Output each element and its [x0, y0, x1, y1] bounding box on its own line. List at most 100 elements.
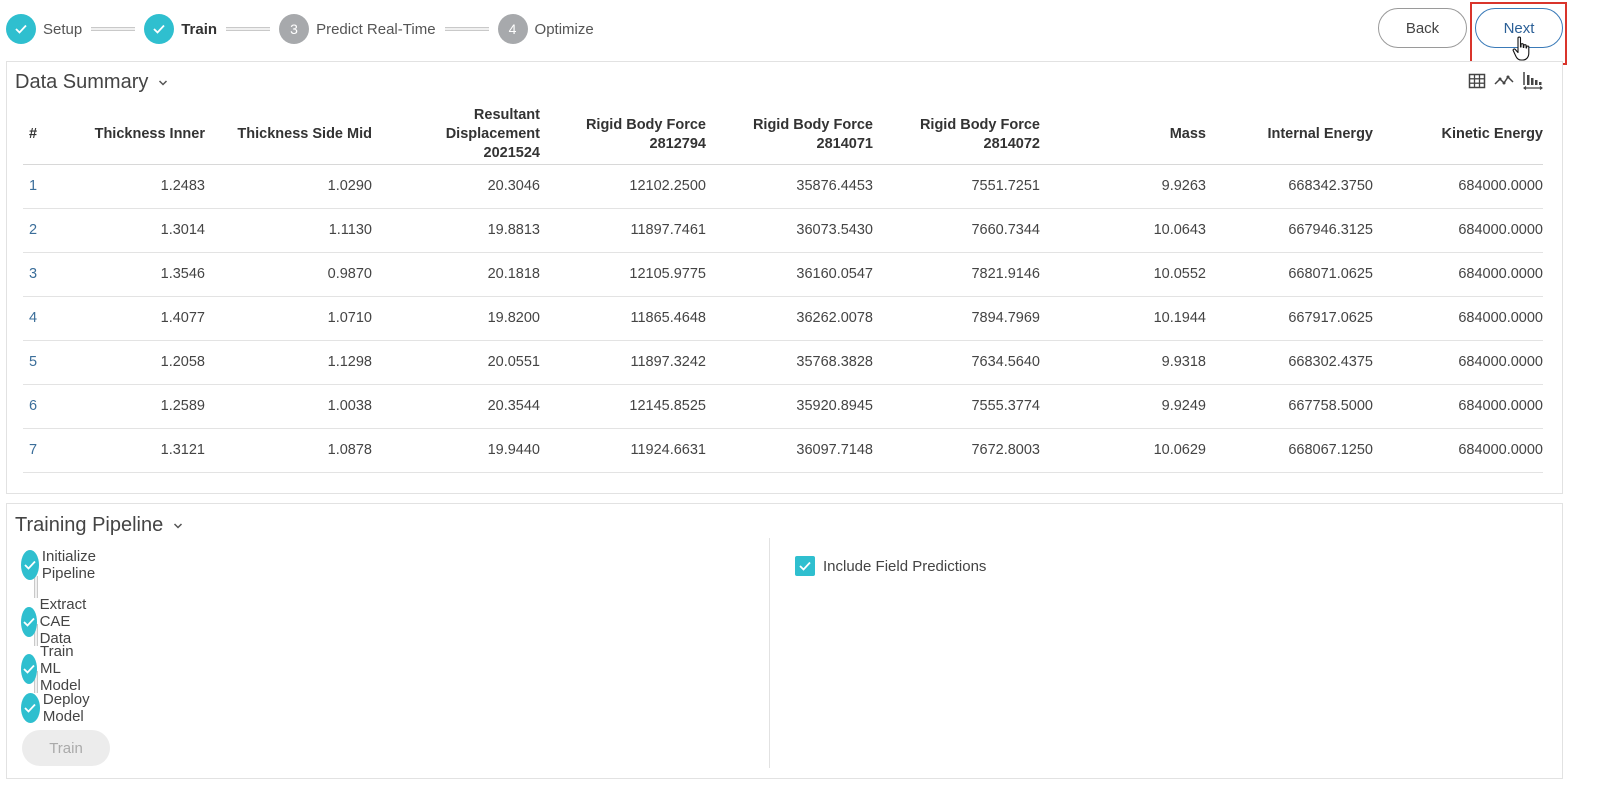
table-cell: 1.2589	[55, 384, 205, 429]
row-index-link[interactable]: 2	[23, 208, 55, 253]
pipeline-connector	[34, 624, 38, 646]
table-cell: 35920.8945	[706, 384, 873, 429]
pipeline-step: Train ML Model	[21, 643, 95, 694]
table-cell: 19.8200	[372, 296, 540, 341]
chevron-down-icon	[159, 79, 168, 86]
pipeline-step: Initialize Pipeline	[21, 548, 108, 582]
pipeline-step: Extract CAE Data	[21, 596, 101, 647]
table-cell: 667917.0625	[1206, 296, 1373, 341]
step-train[interactable]: Train	[144, 14, 217, 44]
table-cell: 20.3544	[372, 384, 540, 429]
view-toolbar	[1468, 71, 1544, 91]
step-label: Setup	[43, 20, 83, 38]
table-row[interactable]: 3 1.3546 0.9870 20.1818 12105.9775 36160.0547…	[23, 252, 1543, 297]
table-cell: 7634.5640	[873, 340, 1040, 385]
table-view-icon[interactable]	[1468, 72, 1486, 90]
table-row[interactable]: 7 1.3121 1.0878 19.9440 11924.6631 36097.7148…	[23, 428, 1543, 473]
row-index-link[interactable]: 7	[23, 428, 55, 473]
data-summary-header[interactable]: Data Summary	[15, 71, 168, 94]
pipeline-connector	[34, 671, 38, 693]
table-cell: 7672.8003	[873, 428, 1040, 473]
panel-title: Training Pipeline	[15, 514, 164, 536]
step-connector	[91, 27, 136, 31]
step-optimize[interactable]: 4 Optimize	[497, 14, 594, 44]
training-pipeline-header[interactable]: Training Pipeline	[15, 514, 183, 537]
table-row[interactable]: 5 1.2058 1.1298 20.0551 11897.3242 35768.3828…	[23, 340, 1543, 385]
panel-divider	[769, 538, 770, 768]
check-icon	[21, 653, 37, 684]
row-index-link[interactable]: 4	[23, 296, 55, 341]
table-cell: 668302.4375	[1206, 340, 1373, 385]
table-cell: 7821.9146	[873, 252, 1040, 297]
table-cell: 11897.7461	[540, 208, 706, 253]
column-header[interactable]: Kinetic Energy	[1373, 106, 1543, 165]
table-cell: 10.0629	[1040, 428, 1206, 473]
pipeline-step-label: Train ML Model	[39, 643, 81, 694]
table-cell: 11865.4648	[540, 296, 706, 341]
back-button[interactable]: Back	[1378, 8, 1467, 48]
table-cell: 7555.3774	[873, 384, 1040, 429]
table-cell: 1.1298	[205, 340, 372, 385]
table-cell: 668342.3750	[1206, 164, 1373, 209]
table-cell: 7551.7251	[873, 164, 1040, 209]
table-cell: 668067.1250	[1206, 428, 1373, 473]
line-chart-icon[interactable]	[1494, 72, 1514, 90]
column-header[interactable]: #	[23, 106, 55, 165]
row-index-link[interactable]: 3	[23, 252, 55, 297]
table-cell: 1.0038	[205, 384, 372, 429]
table-body: 1 1.2483 1.0290 20.3046 12102.2500 35876.4453…	[23, 164, 1543, 473]
table-cell: 10.1944	[1040, 296, 1206, 341]
table-row[interactable]: 2 1.3014 1.1130 19.8813 11897.7461 36073.5430…	[23, 208, 1543, 253]
table-cell: 35768.3828	[706, 340, 873, 385]
table-row[interactable]: 6 1.2589 1.0038 20.3544 12145.8525 35920.8945…	[23, 384, 1543, 429]
table-cell: 684000.0000	[1373, 164, 1543, 209]
table-cell: 667946.3125	[1206, 208, 1373, 253]
table-row[interactable]: 4 1.4077 1.0710 19.8200 11865.4648 36262.0078…	[23, 296, 1543, 341]
data-summary-panel: Data Summary	[6, 61, 1563, 494]
pipeline-step-label: Extract CAE Data	[39, 596, 87, 647]
column-header[interactable]: Thickness Side Mid	[205, 106, 372, 165]
pipeline-step-label: Deploy Model	[42, 691, 90, 725]
table-cell: 9.9263	[1040, 164, 1206, 209]
pipeline-connector	[34, 576, 38, 598]
table-cell: 36160.0547	[706, 252, 873, 297]
column-header[interactable]: Mass	[1040, 106, 1206, 165]
table-cell: 0.9870	[205, 252, 372, 297]
column-header[interactable]: Internal Energy	[1206, 106, 1373, 165]
table-cell: 667758.5000	[1206, 384, 1373, 429]
step-number: 3	[279, 14, 310, 44]
table-cell: 35876.4453	[706, 164, 873, 209]
check-icon	[21, 606, 37, 637]
training-pipeline-panel: Training Pipeline Initialize Pipeline Ex…	[6, 503, 1563, 779]
checkbox-label: Include Field Predictions	[823, 557, 987, 575]
table-cell: 19.8813	[372, 208, 540, 253]
table-cell: 1.0878	[205, 428, 372, 473]
step-label: Train	[181, 20, 218, 38]
table-cell: 20.0551	[372, 340, 540, 385]
bar-chart-icon[interactable]	[1522, 71, 1544, 91]
table-cell: 684000.0000	[1373, 384, 1543, 429]
table-cell: 668071.0625	[1206, 252, 1373, 297]
column-header[interactable]: Resultant Displacement 2021524	[372, 106, 540, 165]
table-cell: 684000.0000	[1373, 296, 1543, 341]
step-setup[interactable]: Setup	[6, 14, 82, 44]
checkbox-checked-icon[interactable]	[795, 556, 815, 576]
train-button[interactable]: Train	[22, 730, 110, 766]
include-field-predictions-checkbox[interactable]: Include Field Predictions	[795, 556, 986, 576]
table-cell: 10.0552	[1040, 252, 1206, 297]
column-header[interactable]: Rigid Body Force 2814071	[706, 106, 873, 165]
column-header[interactable]: Thickness Inner	[55, 106, 205, 165]
column-header[interactable]: Rigid Body Force 2812794	[540, 106, 706, 165]
row-index-link[interactable]: 5	[23, 340, 55, 385]
table-cell: 684000.0000	[1373, 252, 1543, 297]
row-index-link[interactable]: 1	[23, 164, 55, 209]
step-predict-real-time[interactable]: 3 Predict Real-Time	[279, 14, 436, 44]
pipeline-step-label: Initialize Pipeline	[41, 548, 97, 582]
table-cell: 36073.5430	[706, 208, 873, 253]
row-index-link[interactable]: 6	[23, 384, 55, 429]
table-cell: 1.2058	[55, 340, 205, 385]
column-header[interactable]: Rigid Body Force 2814072	[873, 106, 1040, 165]
check-icon	[21, 693, 40, 723]
table-row[interactable]: 1 1.2483 1.0290 20.3046 12102.2500 35876.4453…	[23, 164, 1543, 209]
table-cell: 12145.8525	[540, 384, 706, 429]
